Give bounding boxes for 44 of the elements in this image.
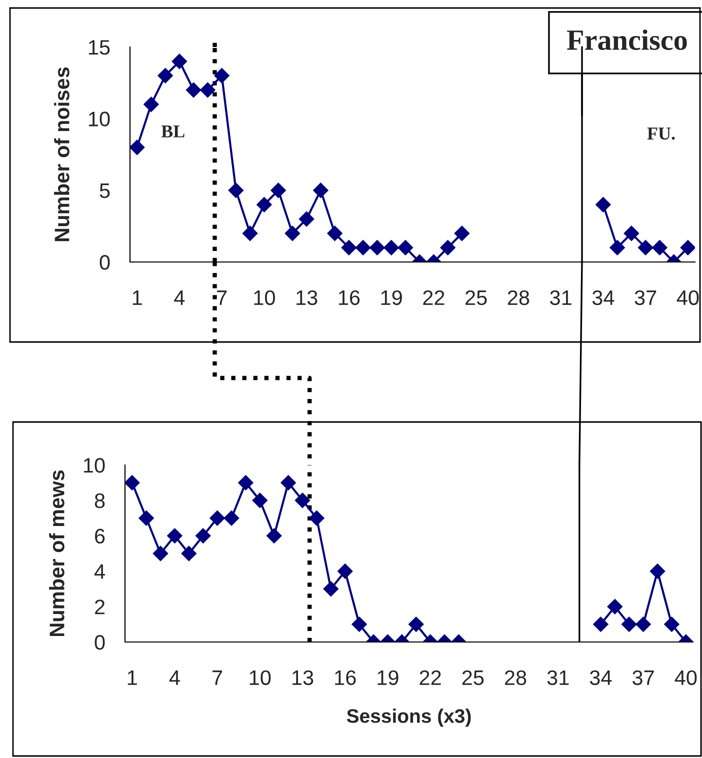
x-tick-label: 34	[590, 670, 612, 686]
x-tick-label: 1	[128, 670, 137, 685]
y-tick-label: 8	[94, 493, 105, 508]
x-tick-label: 22	[423, 290, 444, 305]
x-tick-label: 25	[462, 670, 484, 686]
x-tick-label: 31	[547, 670, 569, 686]
x-tick-label: 16	[335, 670, 356, 686]
x-tick-label: 1	[132, 290, 142, 305]
y-tick-label: 6	[95, 528, 105, 544]
x-tick-label: 31	[550, 290, 572, 306]
y-tick-label: 15	[88, 40, 110, 55]
y-tick-label: 10	[88, 112, 110, 126]
x-tick-label: 13	[292, 670, 314, 686]
y-tick-label: 0	[94, 635, 105, 650]
y-axis-title: Number of mews	[49, 470, 64, 636]
x-tick-label: 4	[169, 670, 180, 685]
x-tick-label: 22	[420, 670, 441, 685]
y-tick-label: 10	[84, 458, 105, 473]
x-tick-label: 10	[254, 290, 275, 306]
x-tick-label: 19	[381, 290, 402, 306]
y-tick-label: 0	[100, 255, 110, 270]
x-tick-label: 4	[174, 290, 185, 305]
annotation: BL	[161, 125, 184, 138]
x-tick-label: 28	[508, 290, 530, 306]
x-tick-label: 7	[217, 290, 227, 305]
x-tick-label: 19	[378, 670, 398, 686]
x-tick-label: 13	[296, 290, 318, 306]
x-tick-label: 40	[676, 290, 699, 306]
x-tick-label: 37	[634, 290, 656, 306]
x-tick-label: 28	[504, 670, 526, 686]
x-tick-label: 16	[338, 290, 360, 306]
y-axis-title: Number of noises	[54, 67, 70, 242]
x-tick-label: 40	[674, 670, 697, 686]
x-tick-label: 10	[250, 670, 271, 686]
y-tick-label: 4	[94, 564, 105, 579]
x-tick-label: 25	[466, 290, 487, 306]
x-axis-title: Sessions (x3)	[346, 708, 471, 727]
y-tick-label: 5	[100, 184, 110, 198]
y-tick-label: 2	[95, 600, 105, 614]
x-tick-label: 37	[632, 670, 654, 686]
x-tick-label: 7	[212, 670, 222, 685]
annotation: FU.	[647, 128, 675, 140]
x-tick-label: 34	[592, 290, 614, 306]
chart-title: Francisco	[566, 29, 687, 50]
